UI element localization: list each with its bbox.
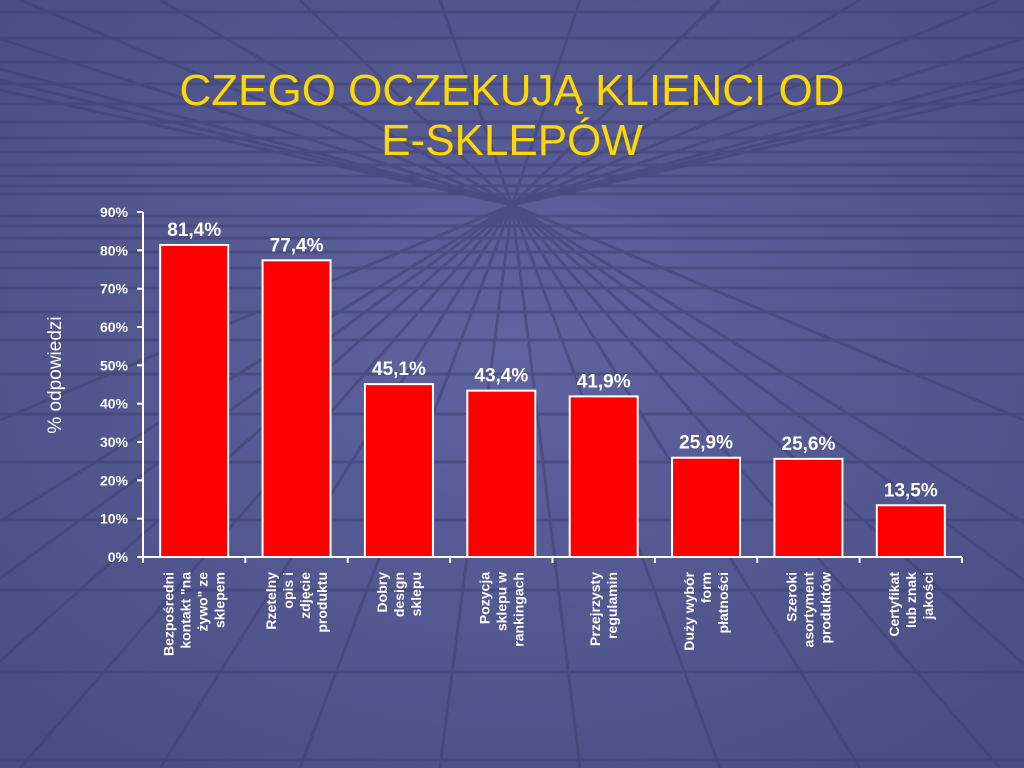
x-category-label-line: sklepu: [408, 572, 424, 616]
data-label: 41,9%: [577, 371, 631, 392]
y-tick-label: 10%: [100, 511, 129, 527]
data-label: 45,1%: [372, 359, 426, 380]
x-category-label-line: asortyment: [800, 572, 816, 648]
x-category-label: Dobry design sklepu: [374, 572, 424, 617]
x-category-label-line: rankingach: [510, 572, 526, 647]
x-category-label-line: płatności: [715, 572, 731, 633]
y-tick-label: 70%: [100, 281, 129, 297]
y-tick-label: 50%: [100, 357, 129, 373]
data-label: 81,4%: [167, 220, 221, 241]
x-category-label-line: produktu: [314, 572, 330, 633]
x-category-label: Duży wybór form płatności: [681, 571, 731, 650]
x-category-label-line: design: [391, 572, 407, 617]
y-tick-label: 20%: [100, 472, 129, 488]
x-axis-categories: Bezpośredni kontakt "na żywo" ze sklepem Rze…: [161, 571, 936, 656]
y-tick-label: 90%: [100, 204, 129, 220]
x-category-label-line: lub znak: [903, 572, 919, 628]
x-category-label-line: Certyfikat: [886, 572, 902, 637]
x-category-label-line: opis i: [280, 572, 296, 609]
x-category-label: Bezpośredni kontakt "na żywo" ze sklepem: [161, 572, 228, 656]
data-label: 13,5%: [884, 480, 938, 501]
bar: [773, 457, 844, 558]
data-label: 25,9%: [679, 433, 733, 454]
x-category-label-line: form: [698, 572, 714, 603]
bar: [568, 395, 639, 558]
slide-title-line-2: E-SKLEPÓW: [381, 116, 643, 165]
y-axis: 0% 10% 20% 30% 40% 50% 60% 70% 80% 90%: [100, 204, 143, 565]
x-category-label-line: Pozycja: [476, 572, 492, 624]
slide-title: CZEGO OCZEKUJĄ KLIENCI OD E-SKLEPÓW: [0, 66, 1024, 166]
bar: [261, 259, 332, 558]
data-labels: 81,4% 77,4% 45,1% 43,4% 41,9% 25,9% 25,6% 13,5%: [167, 220, 938, 501]
y-tick-label: 30%: [100, 434, 129, 450]
y-tick-label: 40%: [100, 396, 129, 412]
x-category-label-line: jakości: [920, 572, 936, 620]
x-category-label: Szeroki asortyment produktów: [783, 572, 833, 648]
x-category-label: Przejrzysty regulamin: [587, 572, 620, 646]
x-category-label: Rzetelny opis i zdjęcie produktu: [263, 572, 330, 633]
x-category-label-line: Duży wybór: [681, 571, 697, 650]
data-label: 25,6%: [782, 434, 836, 455]
x-category-label-line: żywo" ze: [195, 572, 211, 632]
x-category-label-line: sklepem: [212, 572, 228, 628]
bar: [671, 456, 742, 559]
x-category-label-line: regulamin: [604, 572, 620, 639]
x-category-label-line: sklepu w: [493, 572, 509, 631]
bar: [466, 389, 537, 558]
x-category-label: Certyfikat lub znak jakości: [886, 572, 936, 637]
data-label: 43,4%: [474, 366, 528, 387]
x-category-label-line: Rzetelny: [263, 572, 279, 630]
data-label: 77,4%: [270, 235, 324, 256]
bar: [875, 504, 946, 558]
y-tick-label: 80%: [100, 242, 129, 258]
x-category-label-line: zdjęcie: [297, 572, 313, 619]
x-category-label: Pozycja sklepu w rankingach: [476, 572, 526, 647]
x-category-label-line: Szeroki: [783, 572, 799, 622]
bars: [159, 243, 946, 559]
x-category-label-line: Bezpośredni: [161, 572, 177, 656]
slide-title-line-1: CZEGO OCZEKUJĄ KLIENCI OD: [179, 66, 845, 115]
y-tick-label: 60%: [100, 319, 129, 335]
y-axis-title: % odpowiedzi: [45, 316, 66, 433]
x-category-label-line: produktów: [817, 572, 833, 644]
x-category-label-line: Dobry: [374, 572, 390, 613]
bar: [363, 383, 434, 558]
y-tick-label: 0%: [108, 549, 129, 565]
x-category-label-line: Przejrzysty: [587, 572, 603, 646]
x-category-label-line: kontakt "na: [178, 572, 194, 649]
bar: [159, 243, 230, 558]
